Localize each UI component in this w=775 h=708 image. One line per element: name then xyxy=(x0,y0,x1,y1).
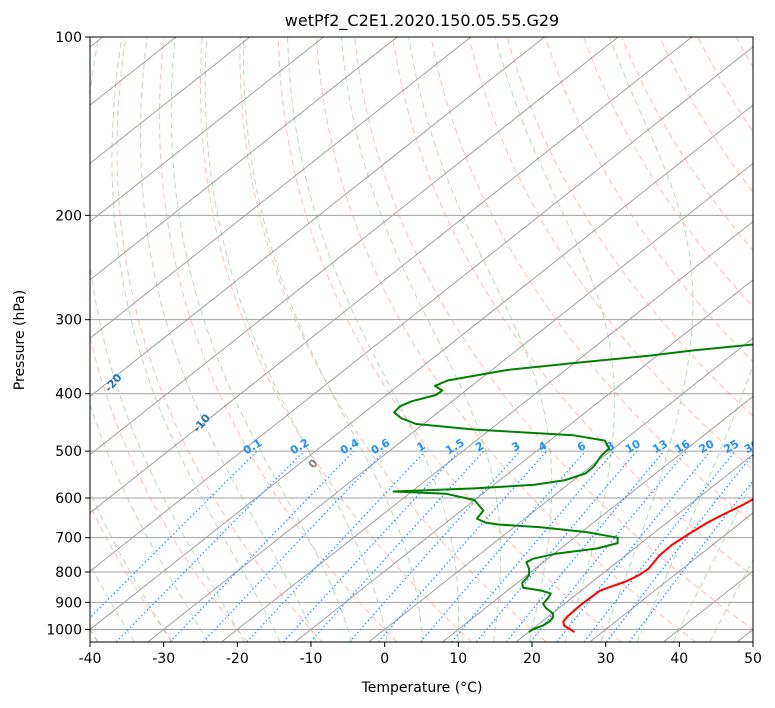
y-axis-label: Pressure (hPa) xyxy=(12,290,28,390)
x-tick-label: -40 xyxy=(79,651,102,667)
y-tick-label: 600 xyxy=(55,491,82,507)
x-tick-label: 40 xyxy=(670,651,688,667)
chart-title: wetPf2_C2E1.2020.150.05.55.G29 xyxy=(285,11,559,31)
x-tick-label: 30 xyxy=(597,651,615,667)
x-tick-label: 20 xyxy=(523,651,541,667)
x-axis-label: Temperature (°C) xyxy=(361,680,483,696)
x-tick-label: 0 xyxy=(380,651,389,667)
x-tick-label: -30 xyxy=(152,651,175,667)
x-tick-label: -20 xyxy=(226,651,249,667)
y-tick-label: 900 xyxy=(55,595,82,611)
y-tick-label: 700 xyxy=(55,531,82,547)
y-tick-label: 300 xyxy=(55,313,82,329)
y-tick-label: 400 xyxy=(55,387,82,403)
y-tick-label: 500 xyxy=(55,444,82,460)
y-tick-label: 800 xyxy=(55,565,82,581)
y-tick-label: 1000 xyxy=(46,622,82,638)
y-tick-label: 200 xyxy=(55,208,82,224)
x-tick-label: 50 xyxy=(744,651,762,667)
x-tick-label: -10 xyxy=(300,651,323,667)
x-tick-label: 10 xyxy=(449,651,467,667)
y-tick-label: 100 xyxy=(55,30,82,46)
